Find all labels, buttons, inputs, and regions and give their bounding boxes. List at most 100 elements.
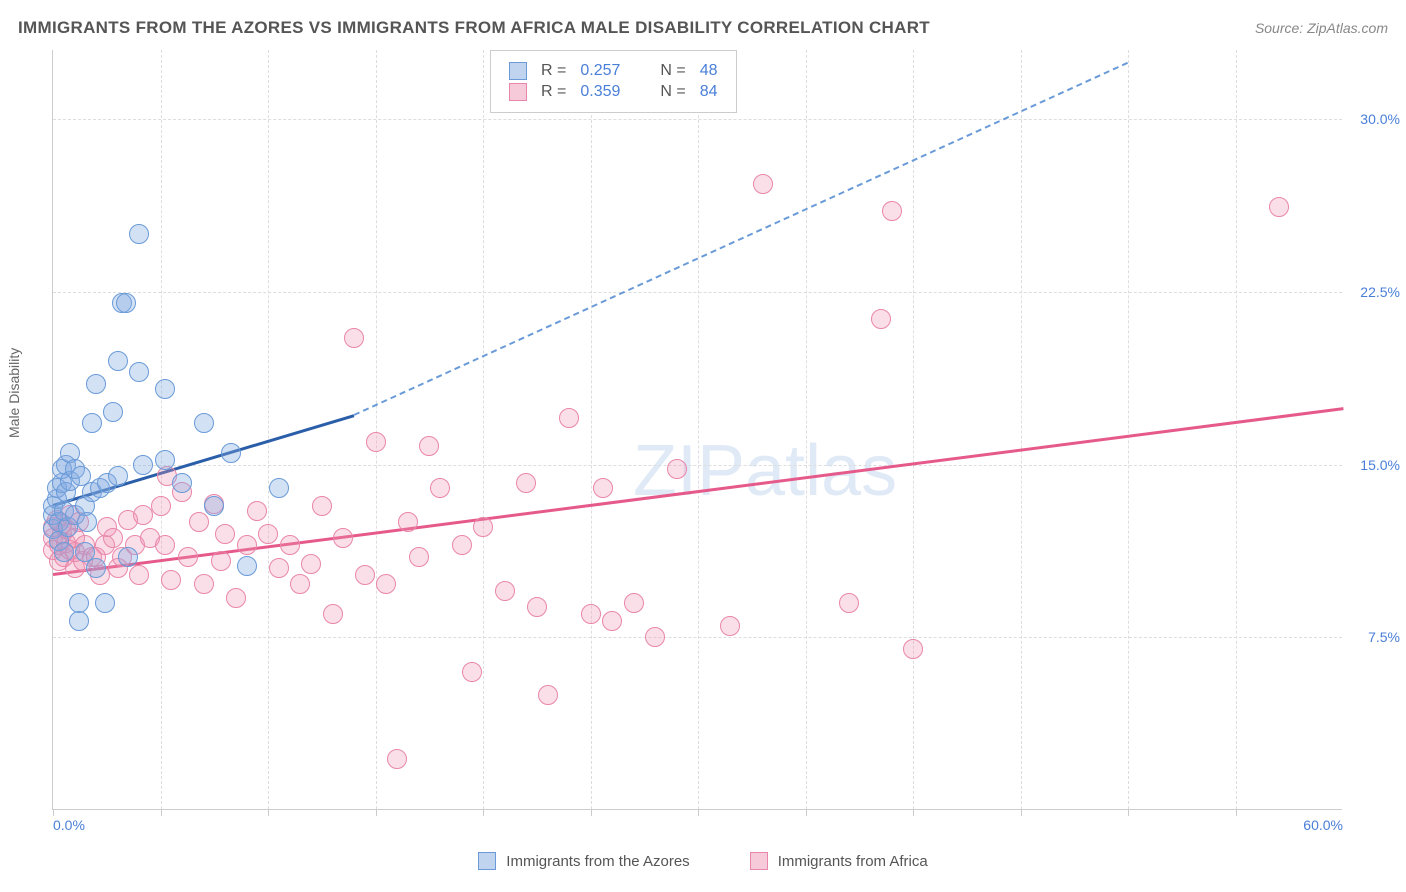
scatter-point-africa (178, 547, 198, 567)
y-tick-label: 22.5% (1360, 284, 1400, 300)
gridline-v (1236, 50, 1237, 809)
scatter-point-azores (155, 450, 175, 470)
scatter-point-africa (602, 611, 622, 631)
gridline-v (483, 50, 484, 809)
scatter-point-africa (215, 524, 235, 544)
scatter-point-azores (237, 556, 257, 576)
scatter-point-africa (839, 593, 859, 613)
scatter-point-africa (667, 459, 687, 479)
scatter-point-africa (103, 528, 123, 548)
x-tick (483, 809, 484, 816)
scatter-point-azores (95, 593, 115, 613)
x-tick-label: 60.0% (1303, 817, 1343, 833)
gridline-v (591, 50, 592, 809)
scatter-point-africa (624, 593, 644, 613)
x-tick (913, 809, 914, 816)
scatter-point-africa (753, 174, 773, 194)
n-value-azores: 48 (700, 62, 718, 80)
scatter-point-azores (108, 351, 128, 371)
scatter-point-azores (108, 466, 128, 486)
scatter-point-africa (462, 662, 482, 682)
scatter-point-africa (398, 512, 418, 532)
scatter-point-azores (129, 224, 149, 244)
x-tick (376, 809, 377, 816)
y-tick-label: 15.0% (1360, 457, 1400, 473)
scatter-point-azores (155, 379, 175, 399)
x-tick (53, 809, 54, 816)
scatter-point-africa (387, 749, 407, 769)
scatter-point-africa (237, 535, 257, 555)
n-label: N = (660, 62, 685, 80)
scatter-point-azores (103, 402, 123, 422)
scatter-point-africa (516, 473, 536, 493)
scatter-point-azores (194, 413, 214, 433)
scatter-point-africa (882, 201, 902, 221)
scatter-point-azores (69, 593, 89, 613)
scatter-point-africa (473, 517, 493, 537)
scatter-point-africa (376, 574, 396, 594)
scatter-point-azores (86, 558, 106, 578)
scatter-point-africa (155, 535, 175, 555)
scatter-point-africa (211, 551, 231, 571)
scatter-point-africa (301, 554, 321, 574)
r-label: R = (541, 62, 566, 80)
scatter-point-azores (86, 374, 106, 394)
scatter-point-africa (312, 496, 332, 516)
stats-row-africa: R = 0.359 N = 84 (509, 83, 718, 101)
scatter-point-africa (871, 309, 891, 329)
scatter-point-africa (129, 565, 149, 585)
scatter-point-africa (903, 639, 923, 659)
n-label: N = (660, 83, 685, 101)
scatter-point-africa (645, 627, 665, 647)
scatter-point-africa (280, 535, 300, 555)
gridline-v (913, 50, 914, 809)
stats-legend-box: R = 0.257 N = 48 R = 0.359 N = 84 (490, 50, 737, 113)
r-value-africa: 0.359 (580, 83, 620, 101)
chart-header: IMMIGRANTS FROM THE AZORES VS IMMIGRANTS… (18, 18, 1388, 38)
scatter-point-africa (419, 436, 439, 456)
scatter-point-azores (221, 443, 241, 463)
scatter-point-azores (82, 413, 102, 433)
x-tick (161, 809, 162, 816)
gridline-v (1021, 50, 1022, 809)
legend-label-africa: Immigrants from Africa (778, 853, 928, 870)
x-tick (591, 809, 592, 816)
scatter-point-africa (409, 547, 429, 567)
scatter-point-azores (118, 547, 138, 567)
scatter-point-africa (366, 432, 386, 452)
gridline-v (268, 50, 269, 809)
scatter-point-africa (430, 478, 450, 498)
swatch-pink-icon (750, 852, 768, 870)
legend-item-africa: Immigrants from Africa (750, 852, 928, 870)
x-tick (1236, 809, 1237, 816)
scatter-point-azores (54, 542, 74, 562)
gridline-v (1128, 50, 1129, 809)
trend-line (354, 62, 1129, 416)
chart-title: IMMIGRANTS FROM THE AZORES VS IMMIGRANTS… (18, 18, 930, 38)
y-tick-label: 7.5% (1368, 629, 1400, 645)
scatter-point-africa (290, 574, 310, 594)
scatter-point-africa (527, 597, 547, 617)
scatter-point-africa (593, 478, 613, 498)
scatter-point-africa (194, 574, 214, 594)
gridline-v (376, 50, 377, 809)
x-tick (1021, 809, 1022, 816)
x-tick (698, 809, 699, 816)
scatter-point-africa (581, 604, 601, 624)
scatter-point-africa (1269, 197, 1289, 217)
x-tick (1128, 809, 1129, 816)
scatter-point-africa (355, 565, 375, 585)
scatter-point-azores (69, 611, 89, 631)
scatter-point-azores (129, 362, 149, 382)
scatter-point-africa (344, 328, 364, 348)
swatch-blue-icon (509, 62, 527, 80)
n-value-africa: 84 (700, 83, 718, 101)
y-axis-label: Male Disability (6, 348, 22, 438)
scatter-point-azores (269, 478, 289, 498)
scatter-point-africa (333, 528, 353, 548)
x-tick (268, 809, 269, 816)
gridline-v (698, 50, 699, 809)
scatter-point-africa (269, 558, 289, 578)
scatter-point-africa (189, 512, 209, 532)
x-tick-label: 0.0% (53, 817, 85, 833)
